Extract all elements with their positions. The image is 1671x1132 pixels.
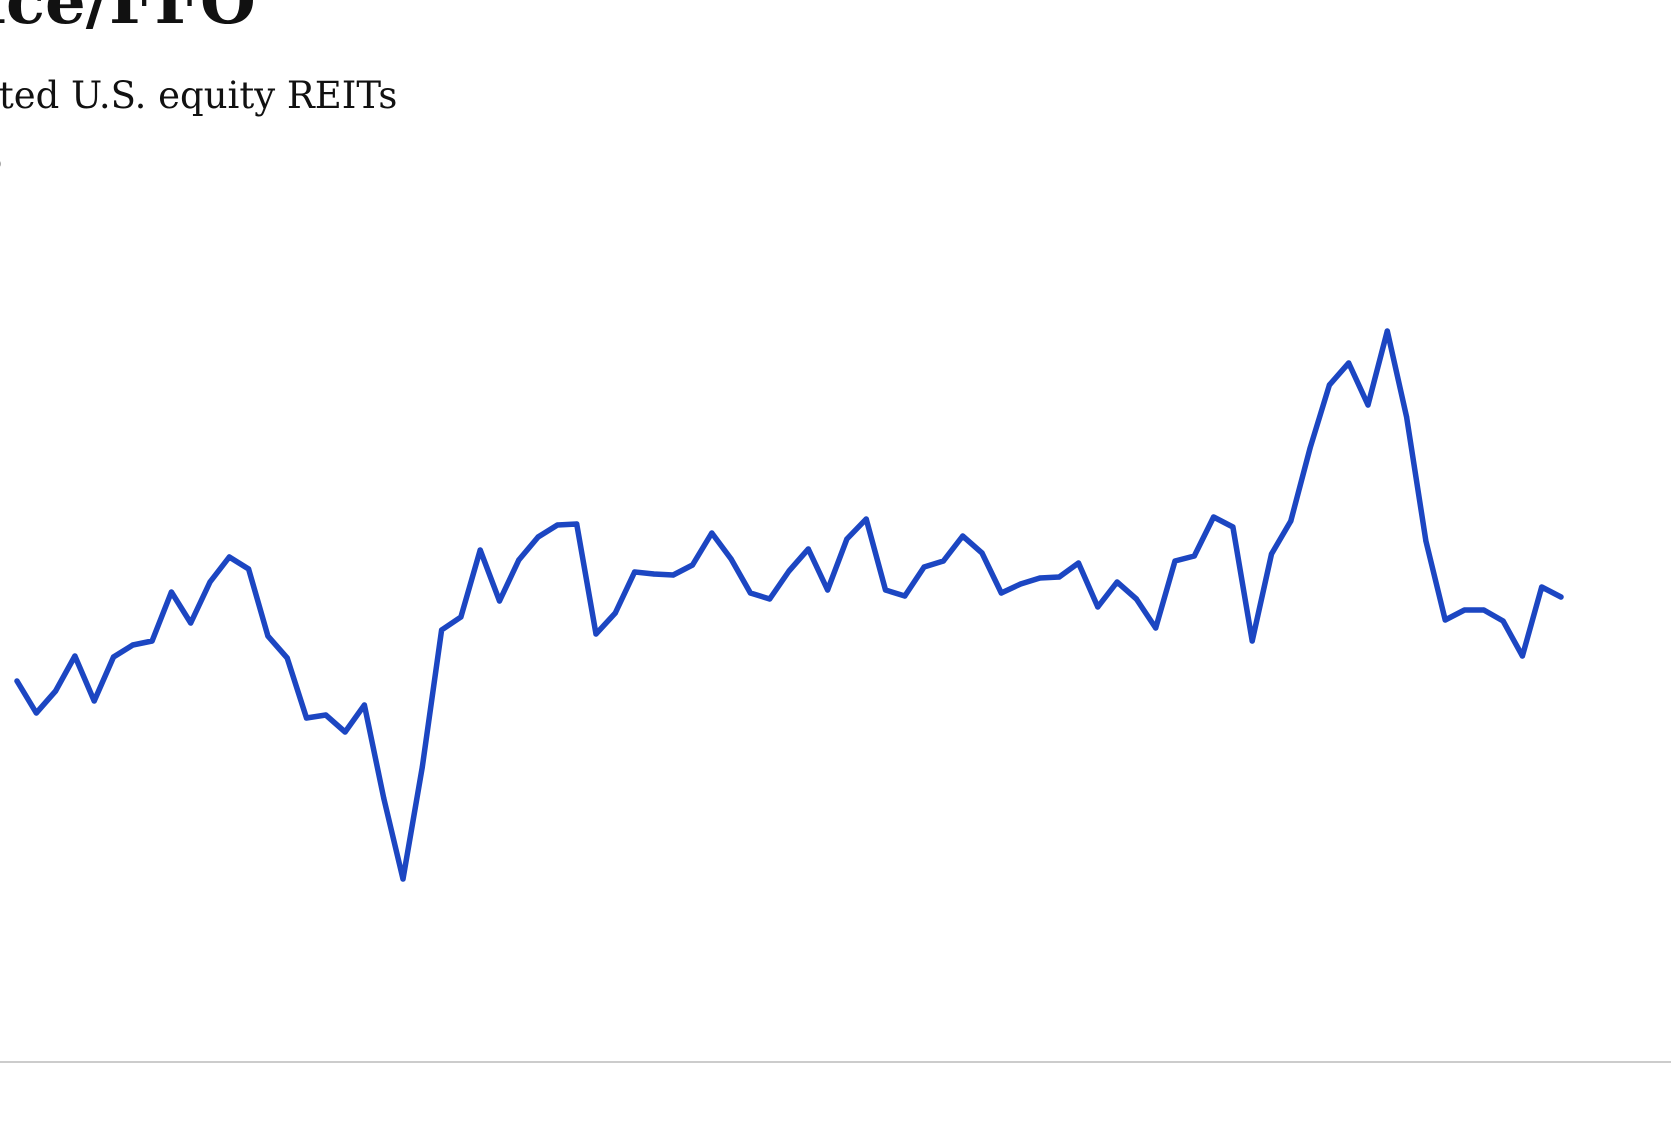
data-point-34 [670,572,676,578]
data-point-1 [33,710,39,716]
data-point-25 [496,598,503,604]
data-point-54 [1056,574,1062,580]
data-point-76 [1481,607,1487,613]
data-point-73 [1423,538,1429,544]
data-point-48 [940,558,947,564]
data-point-71 [1384,328,1390,334]
data-point-47 [921,564,927,570]
data-point-58 [1133,596,1139,602]
data-point-65 [1268,551,1275,557]
data-point-75 [1461,607,1468,613]
data-point-44 [863,516,869,522]
data-point-46 [902,593,908,599]
data-point-3 [72,653,78,659]
data-point-39 [767,596,773,602]
chart-subtitle: isted U.S. equity REITs [0,74,398,117]
data-point-72 [1404,414,1410,420]
data-point-52 [1018,581,1024,587]
data-point-4 [91,698,97,704]
data-point-37 [728,556,734,562]
data-point-11 [226,554,232,560]
data-point-0 [14,678,20,684]
data-point-19 [381,795,387,801]
series-line [14,328,1564,882]
data-point-26 [516,557,522,563]
data-point-77 [1500,618,1506,624]
data-point-78 [1519,653,1525,659]
data-point-69 [1346,360,1352,366]
data-point-79 [1539,584,1545,590]
data-point-22 [439,627,445,633]
data-point-55 [1075,560,1082,566]
data-point-23 [458,614,464,620]
data-point-12 [246,566,252,572]
data-point-60 [1172,558,1178,564]
data-point-2 [53,688,59,694]
data-point-45 [882,587,889,593]
data-point-15 [303,715,310,721]
data-point-59 [1153,625,1159,631]
data-point-31 [612,610,618,616]
data-point-21 [419,764,425,770]
data-point-70 [1365,402,1371,408]
data-point-14 [284,655,290,661]
data-point-64 [1249,638,1255,644]
data-point-53 [1037,575,1043,581]
series-layer [14,328,1564,882]
data-point-5 [110,654,117,660]
data-point-50 [979,550,985,556]
data-point-40 [786,568,792,574]
data-point-28 [554,522,561,528]
data-point-51 [998,590,1004,596]
data-point-43 [844,536,850,542]
data-point-7 [149,638,155,644]
data-point-49 [960,533,966,539]
data-point-38 [747,590,754,596]
data-point-41 [805,546,811,552]
data-point-63 [1230,524,1236,530]
data-point-35 [689,562,696,568]
data-point-67 [1307,445,1313,451]
data-point-68 [1326,382,1332,388]
data-point-29 [574,521,580,527]
data-point-61 [1191,553,1197,559]
data-point-74 [1442,617,1448,623]
data-point-66 [1288,518,1294,524]
data-point-27 [535,534,541,540]
data-point-80 [1558,594,1564,600]
data-point-32 [632,569,638,575]
data-point-16 [323,712,329,718]
data-point-42 [825,587,831,593]
data-point-24 [477,547,483,553]
data-point-20 [400,876,406,882]
data-point-30 [593,631,599,637]
data-point-17 [342,729,348,735]
data-point-10 [207,579,213,585]
data-point-62 [1211,514,1217,520]
data-point-13 [265,633,271,639]
data-point-56 [1095,604,1101,610]
data-point-57 [1114,579,1120,585]
data-point-9 [188,620,194,626]
data-point-6 [130,642,136,648]
data-point-18 [361,702,367,708]
data-point-33 [651,571,657,577]
data-point-8 [168,589,174,595]
chart-title: rice/FFO [0,0,256,39]
data-point-36 [709,530,715,536]
axis-unit-label: ɔ [0,148,2,176]
points-layer [14,328,1564,882]
